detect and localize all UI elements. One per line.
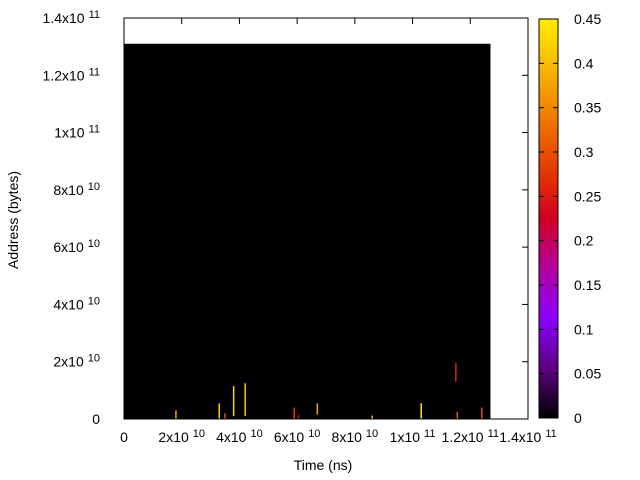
heatmap-cell-8 [371,415,373,419]
colorbar-tick-label-6: 0.3 [574,144,594,160]
colorbar-tick-label-9: 0.45 [574,11,601,27]
y-axis-label: Address (bytes) [5,171,21,269]
heatmap-cell-9 [420,403,422,419]
colorbar-tick-label-5: 0.25 [574,188,601,204]
colorbar-tick-label-0: 0 [574,410,582,426]
x-tick-label-2: 4x10 10 [216,428,263,445]
heatmap-cell-10 [455,363,457,382]
colorbar: 0 0.05 0.1 0.15 0.2 0.25 0.3 0.35 0.4 0.45 [538,11,601,426]
plot-area [124,43,491,420]
y-tick-label-7: 1.4x10 11 [43,9,100,26]
colorbar-gradient [538,18,559,419]
x-axis-label: Time (ns) [294,457,353,473]
heatmap-cell-4 [244,383,246,417]
heatmap-cell-12 [481,407,483,419]
y-tick-label-5: 1x10 11 [54,124,100,141]
x-tick-label-7: 1.4x10 11 [499,428,556,445]
colorbar-tick-label-2: 0.1 [574,321,594,337]
x-tick-label-1: 2x10 10 [158,428,205,445]
y-tick-label-1: 2x10 10 [53,353,100,370]
x-tick-label-4: 8x10 10 [332,428,379,445]
colorbar-tick-label-1: 0.05 [574,366,601,382]
x-tick-label-0: 0 [120,429,128,445]
colorbar-tick-label-7: 0.35 [574,100,601,116]
heatmap-cell-5 [293,407,296,419]
y-tick-label-3: 6x10 10 [53,238,100,255]
heatmap-cell-2 [224,413,226,419]
heatmap-background [124,43,491,420]
colorbar-tick-label-4: 0.2 [574,233,594,249]
plot-border [123,17,529,420]
heatmap-cell-0 [175,410,177,419]
heatmap-cell-6 [297,414,300,419]
colorbar-tick-label-3: 0.15 [574,277,601,293]
heatmap-cell-7 [316,403,319,415]
y-tick-label-4: 8x10 10 [53,181,100,198]
x-tick-label-3: 6x10 10 [274,428,321,445]
y-tick-label-2: 4x10 10 [53,295,100,312]
y-tick-label-6: 1.2x10 11 [43,66,100,83]
y-tick-label-0: 0 [92,411,100,427]
x-tick-label-6: 1.2x10 11 [442,428,499,445]
x-tick-label-5: 1x10 11 [390,428,436,445]
colorbar-tick-label-8: 0.4 [574,55,594,71]
heatmap-cell-1 [218,403,220,419]
heatmap-cell-3 [232,386,235,417]
heatmap-cell-11 [456,411,459,419]
